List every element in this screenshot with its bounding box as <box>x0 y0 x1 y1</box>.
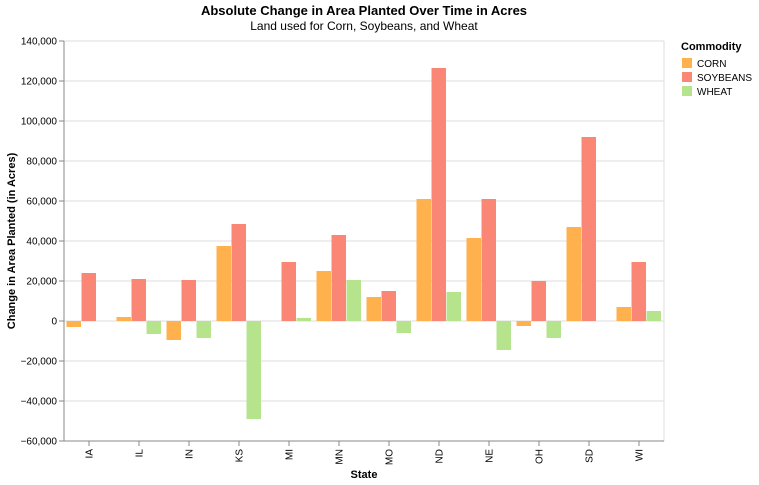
bar-ks-corn <box>216 246 231 321</box>
bar-il-corn <box>116 317 131 321</box>
bar-mn-soybeans <box>331 235 346 321</box>
bar-mi-soybeans <box>281 262 296 321</box>
legend-label-soybeans: SOYBEANS <box>697 73 752 84</box>
y-tick-label: 140,000 <box>21 37 58 48</box>
bar-in-corn <box>166 321 181 340</box>
bar-oh-corn <box>516 321 531 326</box>
bar-ia-corn <box>66 321 81 327</box>
y-tick-label: 100,000 <box>21 117 58 128</box>
x-tick-label: IL <box>135 449 146 458</box>
legend-title: Commodity <box>681 41 742 53</box>
x-tick-label: NE <box>485 449 496 463</box>
x-tick-label: SD <box>585 449 596 463</box>
y-tick-label: 60,000 <box>26 197 57 208</box>
bar-sd-corn <box>566 227 581 321</box>
x-axis: IA IL IN KS MI MN MO ND NE OH SD WI <box>64 440 664 465</box>
bar-nd-soybeans <box>431 68 446 321</box>
bar-ne-soybeans <box>481 199 496 321</box>
bar-mo-soybeans <box>381 291 396 321</box>
bar-in-soybeans <box>181 280 196 321</box>
x-tick-label: IA <box>85 449 96 459</box>
x-tick-label: IN <box>185 449 196 459</box>
bar-il-soybeans <box>131 279 146 321</box>
bar-sd-soybeans <box>581 137 596 321</box>
bar-mn-corn <box>316 271 331 321</box>
bar-ne-wheat <box>496 321 511 350</box>
legend-swatch-corn <box>682 58 692 68</box>
x-tick-label: MO <box>385 449 396 465</box>
gridlines <box>64 40 665 442</box>
legend-label-corn: CORN <box>697 59 726 70</box>
bar-mn-wheat <box>346 280 361 321</box>
bar-nd-corn <box>416 199 431 321</box>
y-tick-label: 40,000 <box>26 237 57 248</box>
chart-subtitle: Land used for Corn, Soybeans, and Wheat <box>250 19 478 33</box>
y-tick-label: 0 <box>51 317 57 328</box>
x-axis-title: State <box>351 469 378 481</box>
y-tick-label: 120,000 <box>21 77 58 88</box>
bar-ia-soybeans <box>81 273 96 321</box>
y-tick-label: −40,000 <box>21 397 58 408</box>
bars <box>66 68 661 419</box>
x-tick-label: ND <box>435 449 446 463</box>
legend-swatch-soybeans <box>682 72 692 82</box>
bar-oh-soybeans <box>531 281 546 321</box>
x-tick-label: WI <box>635 449 646 461</box>
bar-mo-corn <box>366 297 381 321</box>
x-tick-label: MI <box>285 449 296 460</box>
y-tick-label: −60,000 <box>21 437 58 448</box>
y-tick-label: 20,000 <box>26 277 57 288</box>
bar-il-wheat <box>146 321 161 334</box>
bar-ne-corn <box>466 238 481 321</box>
x-tick-label: KS <box>235 449 246 463</box>
y-tick-label: 80,000 <box>26 157 57 168</box>
y-axis: −60,000 −40,000 −20,000 0 20,000 40,000 60,000… <box>21 37 65 448</box>
bar-in-wheat <box>196 321 211 338</box>
bar-mi-wheat <box>296 318 311 321</box>
bar-ks-soybeans <box>231 224 246 321</box>
bar-wi-soybeans <box>631 262 646 321</box>
bar-wi-corn <box>616 307 631 321</box>
y-axis-title: Change in Area Planted (in Acres) <box>6 152 18 329</box>
x-tick-label: OH <box>535 449 546 464</box>
bar-wi-wheat <box>646 311 661 321</box>
chart-title: Absolute Change in Area Planted Over Tim… <box>201 3 527 18</box>
bar-oh-wheat <box>546 321 561 338</box>
x-tick-label: MN <box>335 449 346 465</box>
bar-nd-wheat <box>446 292 461 321</box>
legend: Commodity CORN SOYBEANS WHEAT <box>681 41 752 98</box>
y-tick-label: −20,000 <box>21 357 58 368</box>
legend-swatch-wheat <box>682 86 692 96</box>
bar-ks-wheat <box>246 321 261 419</box>
legend-label-wheat: WHEAT <box>697 87 732 98</box>
bar-mo-wheat <box>396 321 411 333</box>
